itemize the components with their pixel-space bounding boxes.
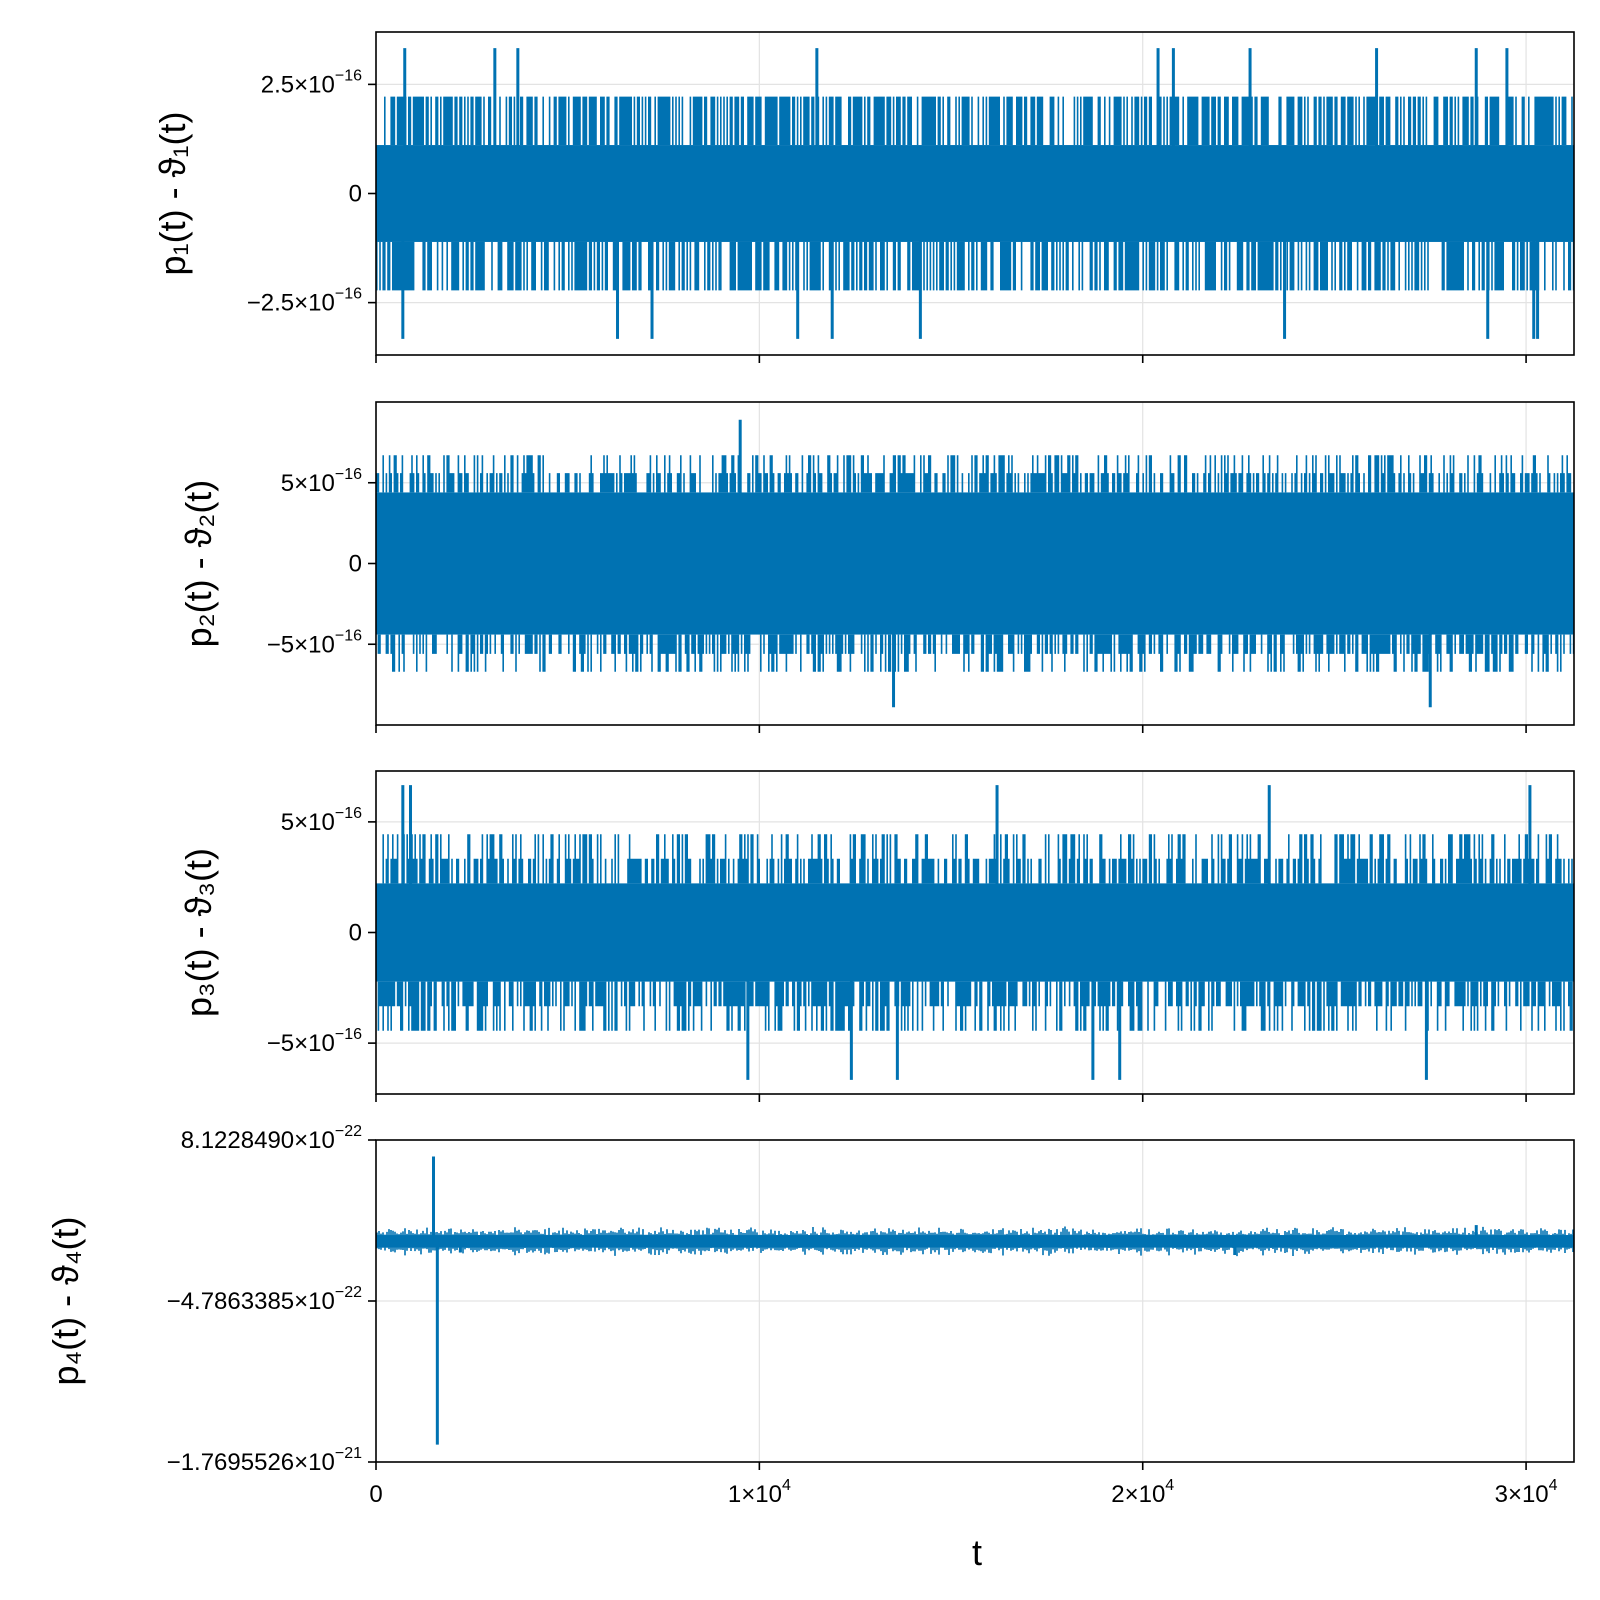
y-axis-label-2: p₂(t) - ϑ₂(t)	[178, 480, 219, 648]
x-tick-label-0: 0	[369, 1481, 382, 1508]
series-core-band	[376, 145, 1574, 242]
series-3	[376, 785, 1574, 1080]
panel-1: 2.5×10−16 0 −2.5×10−16 p₁(t) - ϑ₁(t)	[152, 31, 1575, 363]
y-tick-label-2: −5×10−16	[267, 1026, 362, 1057]
y-tick-label-2: −1.7695526×10−21	[167, 1445, 362, 1476]
series-core-band	[376, 883, 1574, 982]
x-tick-label-2: 2×104	[1111, 1477, 1174, 1508]
series-4	[376, 1156, 1574, 1445]
y-axis-label-1: p₁(t) - ϑ₁(t)	[152, 112, 193, 276]
y-tick-label-1: −4.7863385×10−22	[167, 1284, 362, 1315]
y-axis-label-4: p₄(t) - ϑ₄(t)	[45, 1216, 86, 1385]
y-axis-label-3: p₃(t) - ϑ₃(t)	[178, 848, 219, 1017]
y-tick-label-1: 0	[349, 920, 362, 947]
y-tick-label-0: 5×10−16	[281, 805, 362, 836]
y-tick-label-0: 8.1228490×10−22	[181, 1123, 362, 1154]
x-axis: 0 1×104 2×104 3×104	[369, 1477, 1557, 1508]
x-axis-label: t	[972, 1532, 982, 1573]
panel-4: 8.1228490×10−22 −4.7863385×10−22 −1.769552…	[45, 1123, 1575, 1476]
series-excursions	[377, 834, 1573, 1031]
series-1	[376, 48, 1574, 339]
y-tick-label-1: 0	[349, 551, 362, 578]
panel-2: 5×10−16 0 −5×10−16 p₂(t) - ϑ₂(t)	[178, 401, 1575, 733]
y-tick-label-0: 2.5×10−16	[261, 67, 362, 98]
panel-3: 5×10−16 0 −5×10−16 p₃(t) - ϑ₃(t)	[178, 770, 1575, 1102]
y-tick-label-2: −5×10−16	[267, 627, 362, 658]
series-2	[376, 419, 1574, 708]
y-tick-label-1: 0	[349, 181, 362, 208]
panels: 2.5×10−16 0 −2.5×10−16 p₁(t) - ϑ₁(t) 5×10−16…	[45, 31, 1575, 1476]
x-tick-label-1: 1×104	[728, 1477, 791, 1508]
series-core-band	[376, 492, 1574, 635]
x-tick-label-3: 3×104	[1495, 1477, 1558, 1508]
y-tick-label-0: 5×10−16	[281, 466, 362, 497]
y-tick-label-2: −2.5×10−16	[247, 286, 362, 317]
series-excursions	[376, 1226, 1574, 1257]
